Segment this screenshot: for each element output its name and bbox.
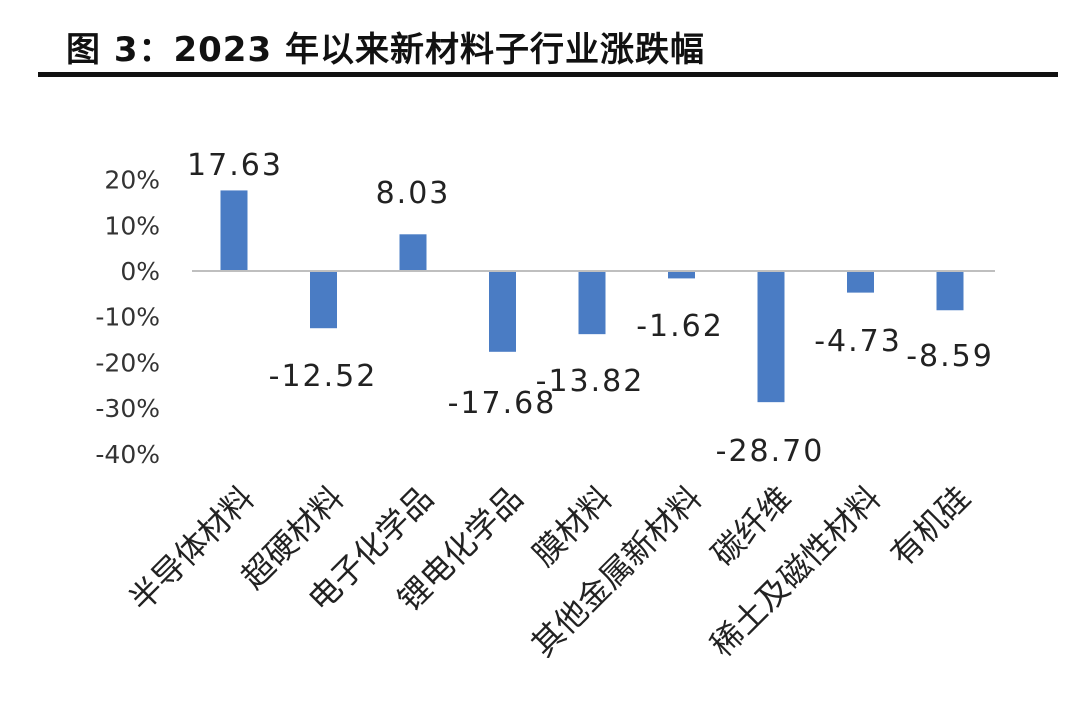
title-rule [38,72,1058,77]
figure-title: 图 3：2023 年以来新材料子行业涨跌幅 [66,30,705,70]
bar-7 [757,271,785,403]
y-tick-label: 0% [120,257,160,286]
data-label: -17.68 [448,386,557,421]
data-label: -28.70 [716,434,825,469]
data-label: 8.03 [376,176,451,211]
bar-4 [489,271,516,352]
x-tick-label: 有机硅 [883,479,978,574]
bar-2 [310,271,337,329]
bar-3 [399,234,427,271]
y-tick-label: -10% [95,303,160,332]
data-label: -12.52 [269,359,378,394]
y-tick-label: -30% [95,394,160,423]
data-label: -13.82 [536,364,645,399]
data-label: -4.73 [814,324,902,359]
y-tick-label: -20% [95,348,160,377]
bar-6 [668,271,695,279]
y-tick-label: -40% [95,440,160,469]
y-tick-label: 10% [104,211,160,240]
bar-5 [578,271,606,335]
data-label: 17.63 [187,148,283,183]
data-label: -8.59 [906,339,994,374]
bar-8 [847,271,874,293]
data-label: -1.62 [636,309,724,344]
x-tick-label: 半导体材料 [122,479,262,619]
y-tick-label: 20% [104,166,160,195]
bar-1 [220,190,248,271]
bar-9 [936,271,964,311]
